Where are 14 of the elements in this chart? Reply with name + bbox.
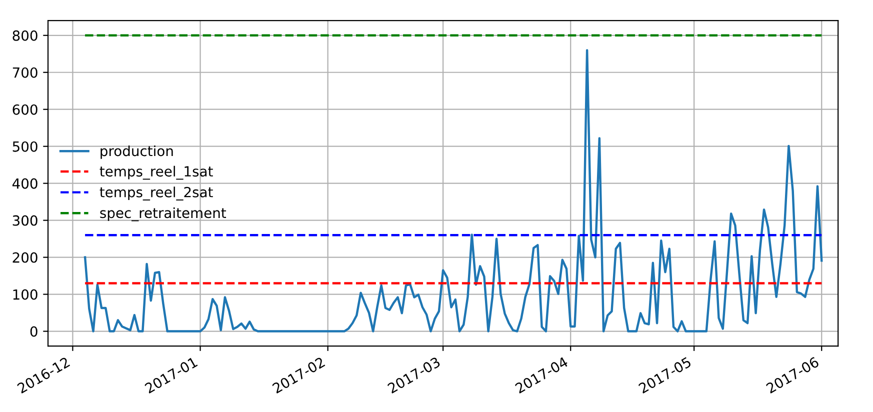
y-tick-label: 500 (12, 141, 38, 152)
legend-label: temps_reel_2sat (100, 186, 213, 200)
y-tick-label: 400 (12, 178, 38, 189)
y-tick-label: 800 (12, 30, 38, 41)
line-series (84, 49, 823, 332)
y-tick-label: 100 (13, 289, 38, 300)
legend-label: production (100, 145, 173, 159)
y-tick-label: 600 (12, 104, 38, 115)
y-tick-label: 0 (30, 326, 38, 337)
y-tick-label: 200 (12, 252, 38, 263)
legend-label: spec_retraitement (100, 207, 226, 222)
y-tick-label: 700 (12, 67, 38, 78)
y-tick-label: 300 (12, 215, 38, 226)
legend-label: temps_reel_1sat (100, 166, 213, 180)
